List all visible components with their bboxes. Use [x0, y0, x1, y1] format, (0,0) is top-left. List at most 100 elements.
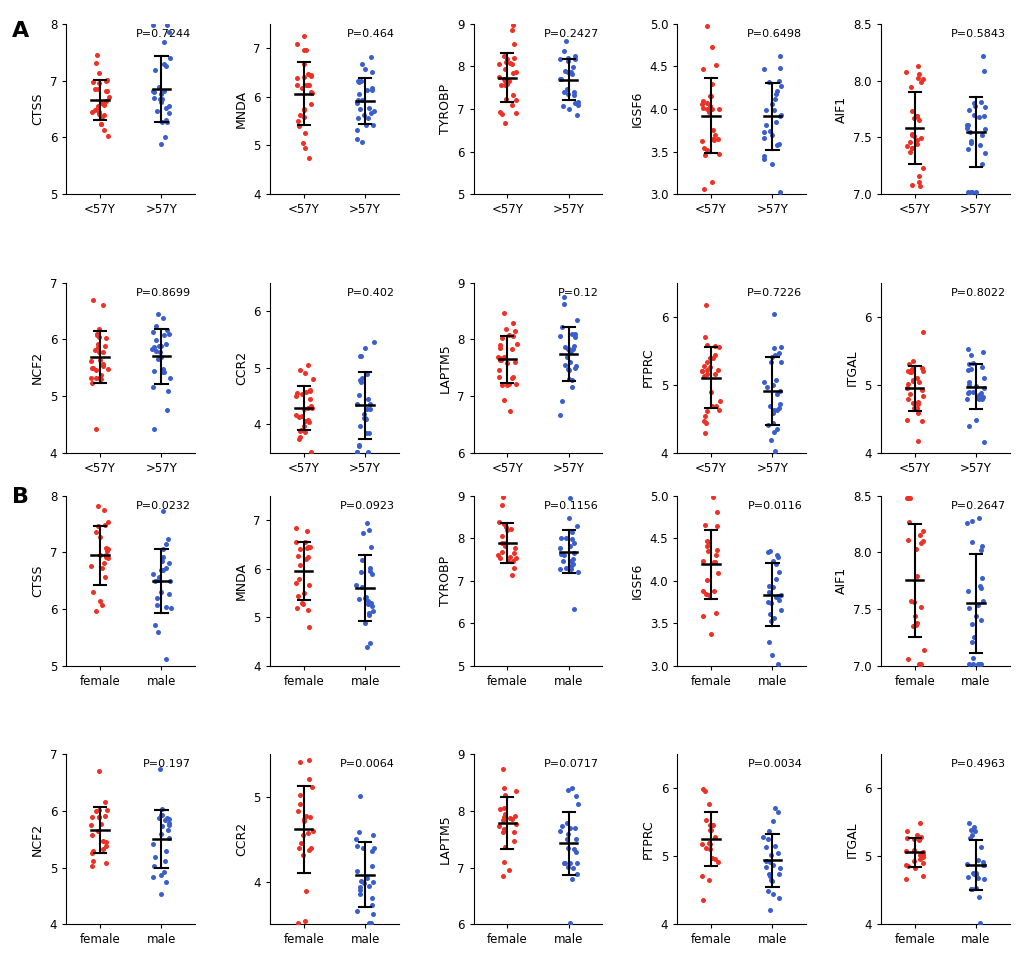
Point	[770, 592, 787, 607]
Point	[91, 810, 107, 825]
Y-axis label: ITGAL: ITGAL	[845, 350, 858, 386]
Point	[503, 22, 520, 37]
Point	[705, 583, 721, 599]
Point	[908, 132, 924, 148]
Point	[97, 794, 113, 810]
Point	[490, 362, 506, 377]
Point	[348, 863, 365, 878]
Point	[83, 559, 99, 574]
Point	[96, 122, 112, 137]
Point	[771, 860, 788, 876]
Point	[904, 396, 920, 411]
Point	[762, 156, 779, 171]
Point	[494, 489, 511, 504]
Point	[493, 498, 510, 513]
Point	[710, 340, 727, 355]
Point	[89, 328, 105, 343]
Point	[293, 595, 310, 610]
Point	[552, 72, 569, 87]
Point	[761, 544, 777, 559]
Point	[366, 103, 382, 118]
Point	[291, 541, 308, 557]
Point	[361, 915, 377, 930]
Point	[974, 855, 990, 870]
Point	[559, 859, 576, 875]
Point	[356, 407, 372, 422]
Point	[967, 184, 983, 199]
Point	[157, 536, 173, 552]
Point	[99, 83, 115, 99]
Point	[153, 807, 169, 822]
Point	[760, 866, 776, 881]
Point	[149, 103, 165, 119]
Point	[503, 57, 520, 72]
Point	[901, 386, 917, 401]
Point	[973, 359, 989, 375]
Point	[154, 802, 170, 817]
Point	[897, 857, 913, 873]
Text: P=0.5843: P=0.5843	[950, 29, 1005, 39]
Point	[898, 380, 914, 396]
Point	[287, 575, 304, 590]
Point	[705, 554, 721, 569]
Point	[966, 824, 982, 839]
Point	[297, 585, 313, 601]
Point	[153, 886, 169, 901]
Point	[960, 656, 976, 672]
Point	[84, 104, 100, 120]
Point	[305, 824, 321, 839]
Point	[495, 781, 512, 796]
Point	[771, 340, 788, 355]
Point	[568, 832, 584, 847]
Point	[350, 73, 366, 88]
Point	[147, 62, 163, 78]
Point	[561, 855, 578, 871]
Point	[298, 552, 314, 567]
Text: P=0.12: P=0.12	[557, 287, 598, 298]
Point	[970, 391, 986, 406]
Point	[694, 94, 710, 109]
Point	[703, 851, 719, 866]
Point	[964, 96, 980, 111]
Point	[554, 99, 571, 114]
Point	[288, 36, 305, 52]
Point	[149, 597, 165, 612]
Point	[501, 549, 518, 564]
Point	[156, 364, 172, 379]
Point	[757, 859, 773, 875]
Point	[557, 530, 574, 545]
Point	[698, 102, 714, 117]
Point	[501, 403, 518, 419]
Point	[361, 397, 377, 412]
Point	[966, 608, 982, 624]
Point	[707, 57, 723, 72]
Point	[161, 105, 177, 121]
Y-axis label: IGSF6: IGSF6	[631, 91, 643, 127]
Point	[755, 148, 771, 164]
Point	[557, 560, 574, 576]
Point	[699, 573, 715, 588]
Point	[92, 594, 108, 609]
Point	[99, 803, 115, 818]
Point	[911, 847, 927, 862]
Point	[297, 535, 313, 550]
Point	[763, 874, 780, 889]
Point	[900, 356, 916, 372]
Text: P=0.2647: P=0.2647	[950, 501, 1005, 511]
Point	[495, 516, 512, 532]
Point	[908, 108, 924, 124]
Point	[558, 361, 575, 376]
Point	[100, 541, 116, 557]
Point	[493, 353, 510, 368]
Text: P=0.2427: P=0.2427	[543, 29, 598, 39]
Point	[766, 571, 783, 586]
Point	[161, 327, 177, 342]
Y-axis label: CTSS: CTSS	[32, 564, 44, 597]
Point	[98, 548, 114, 563]
Point	[760, 824, 776, 839]
Point	[156, 83, 172, 99]
Point	[900, 651, 916, 667]
Point	[764, 376, 781, 392]
Point	[560, 371, 577, 386]
Point	[762, 873, 779, 888]
